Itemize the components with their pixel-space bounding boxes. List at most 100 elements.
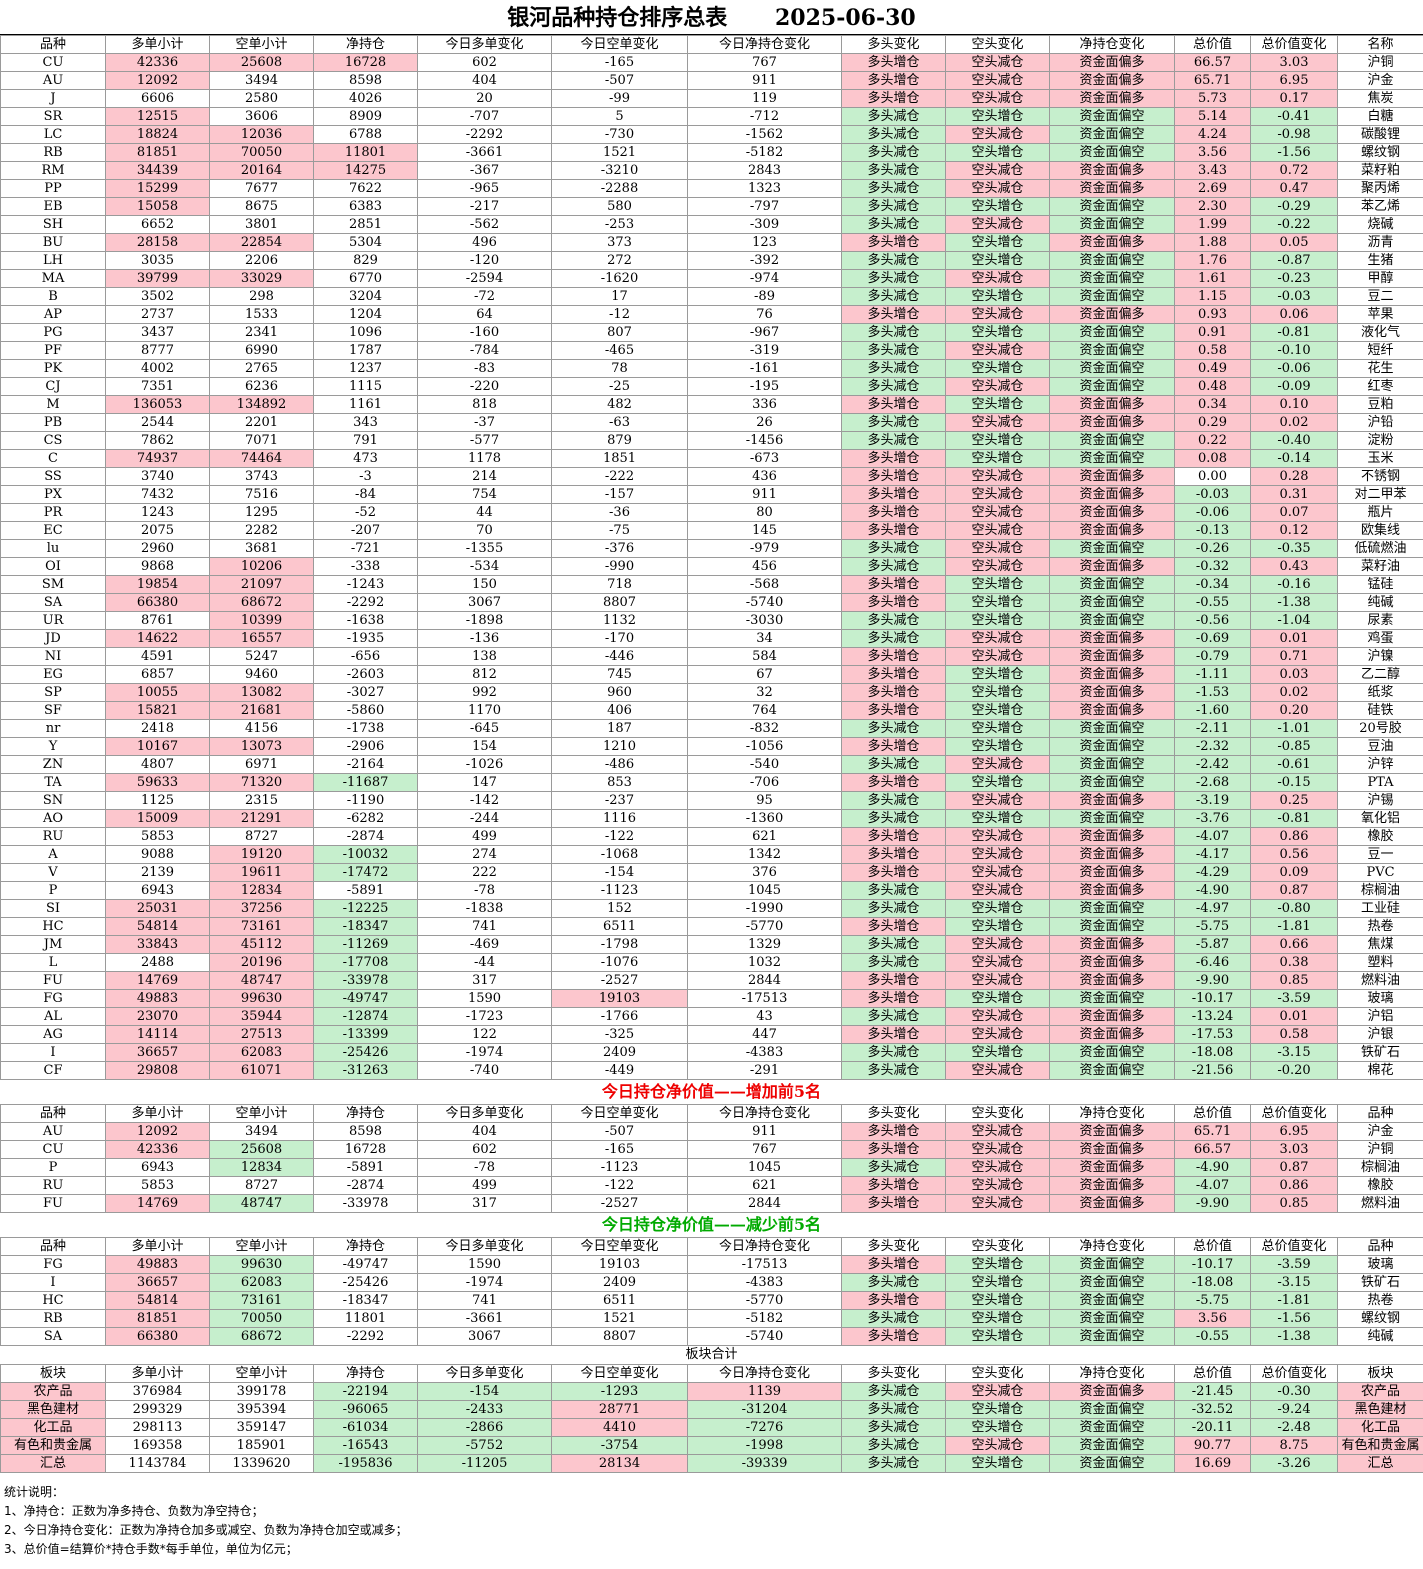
cell-name: 燃料油: [1338, 972, 1423, 990]
cell-long-change: 741: [418, 918, 552, 936]
cell-short-change: 5: [552, 108, 688, 126]
cell-name: 黑色建材: [1338, 1401, 1423, 1419]
cell-name: 工业硅: [1338, 900, 1423, 918]
cell-long-change: -120: [418, 252, 552, 270]
cell-long-change: -44: [418, 954, 552, 972]
cell-net-position: -2874: [314, 1177, 418, 1195]
cell-long-change: 404: [418, 72, 552, 90]
cell-long-status: 多头增仓: [842, 468, 946, 486]
cell-name: 苯乙烯: [1338, 198, 1423, 216]
cell-value-change: -3.26: [1251, 1455, 1338, 1473]
cell-value-change: 0.01: [1251, 1008, 1338, 1026]
cell-long-status: 多头减仓: [842, 216, 946, 234]
cell-name: 化工品: [1338, 1419, 1423, 1437]
cell-code: V: [1, 864, 106, 882]
increase-table-body: 品种多单小计空单小计净持仓今日多单变化今日空单变化今日净持仓变化多头变化空头变化…: [1, 1105, 1423, 1213]
cell-short-change: 2409: [552, 1044, 688, 1062]
cell-long-change: 64: [418, 306, 552, 324]
cell-net-status: 资金面偏多: [1050, 1195, 1175, 1213]
cell-short-subtotal: 13082: [210, 684, 314, 702]
cell-long-subtotal: 376984: [106, 1383, 210, 1401]
cell-value-change: -0.30: [1251, 1383, 1338, 1401]
cell-net-position: 1161: [314, 396, 418, 414]
cell-net-position: -33978: [314, 1195, 418, 1213]
cell-value-change: 0.86: [1251, 1177, 1338, 1195]
cell-short-subtotal: 45112: [210, 936, 314, 954]
cell-short-status: 空头增仓: [946, 720, 1050, 738]
cell-value-change: 0.07: [1251, 504, 1338, 522]
cell-long-change: 214: [418, 468, 552, 486]
cell-long-subtotal: 12092: [106, 72, 210, 90]
cell-long-status: 多头减仓: [842, 198, 946, 216]
cell-short-subtotal: 3743: [210, 468, 314, 486]
cell-long-subtotal: 299329: [106, 1401, 210, 1419]
cell-net-change: -1056: [688, 738, 842, 756]
cell-short-subtotal: 12834: [210, 882, 314, 900]
cell-value-change: 0.43: [1251, 558, 1338, 576]
cell-short-subtotal: 6990: [210, 342, 314, 360]
cell-net-position: -2292: [314, 1328, 418, 1346]
cell-net-change: -540: [688, 756, 842, 774]
cell-short-change: 8807: [552, 1328, 688, 1346]
cell-name: 铁矿石: [1338, 1274, 1423, 1292]
header-net-status: 净持仓变化: [1050, 1105, 1175, 1123]
cell-long-change: 1178: [418, 450, 552, 468]
cell-short-change: -122: [552, 828, 688, 846]
cell-short-change: 1132: [552, 612, 688, 630]
cell-code: HC: [1, 918, 106, 936]
cell-short-change: -2288: [552, 180, 688, 198]
cell-short-change: -486: [552, 756, 688, 774]
title-text: 银河品种持仓排序总表: [507, 5, 727, 31]
cell-net-change: -797: [688, 198, 842, 216]
cell-value-change: 0.03: [1251, 666, 1338, 684]
cell-total-value: 0.29: [1175, 414, 1251, 432]
cell-short-status: 空头减仓: [946, 126, 1050, 144]
cell-value-change: 0.85: [1251, 972, 1338, 990]
cell-short-status: 空头减仓: [946, 216, 1050, 234]
cell-value-change: -0.29: [1251, 198, 1338, 216]
cell-net-change: 911: [688, 1123, 842, 1141]
cell-short-status: 空头减仓: [946, 414, 1050, 432]
cell-short-status: 空头增仓: [946, 1419, 1050, 1437]
cell-net-status: 资金面偏多: [1050, 792, 1175, 810]
cell-name: 鸡蛋: [1338, 630, 1423, 648]
cell-long-subtotal: 14769: [106, 972, 210, 990]
cell-short-subtotal: 399178: [210, 1383, 314, 1401]
cell-long-subtotal: 15821: [106, 702, 210, 720]
cell-short-subtotal: 99630: [210, 1256, 314, 1274]
cell-short-subtotal: 8727: [210, 828, 314, 846]
cell-name: 碳酸锂: [1338, 126, 1423, 144]
cell-net-status: 资金面偏空: [1050, 432, 1175, 450]
cell-short-change: -1123: [552, 882, 688, 900]
cell-short-change: 718: [552, 576, 688, 594]
cell-net-status: 资金面偏空: [1050, 450, 1175, 468]
cell-short-subtotal: 70050: [210, 1310, 314, 1328]
cell-short-status: 空头减仓: [946, 540, 1050, 558]
header-total-value: 总价值: [1175, 36, 1251, 54]
header-code: 品种: [1, 1238, 106, 1256]
cell-short-status: 空头增仓: [946, 576, 1050, 594]
header-short-status: 空头变化: [946, 1365, 1050, 1383]
cell-long-subtotal: 36657: [106, 1044, 210, 1062]
cell-net-position: -1638: [314, 612, 418, 630]
cell-net-position: -22194: [314, 1383, 418, 1401]
cell-net-change: -392: [688, 252, 842, 270]
sector-summary-title: 板块合计: [0, 1346, 1423, 1364]
increase-top5-title: 今日持仓净价值——增加前5名: [0, 1080, 1423, 1104]
cell-net-change: -1998: [688, 1437, 842, 1455]
cell-code: Y: [1, 738, 106, 756]
cell-short-status: 空头减仓: [946, 1437, 1050, 1455]
cell-short-status: 空头减仓: [946, 1062, 1050, 1080]
cell-short-change: -1068: [552, 846, 688, 864]
decrease-table-body: 品种多单小计空单小计净持仓今日多单变化今日空单变化今日净持仓变化多头变化空头变化…: [1, 1238, 1423, 1346]
cell-value-change: 0.71: [1251, 648, 1338, 666]
cell-short-status: 空头增仓: [946, 738, 1050, 756]
